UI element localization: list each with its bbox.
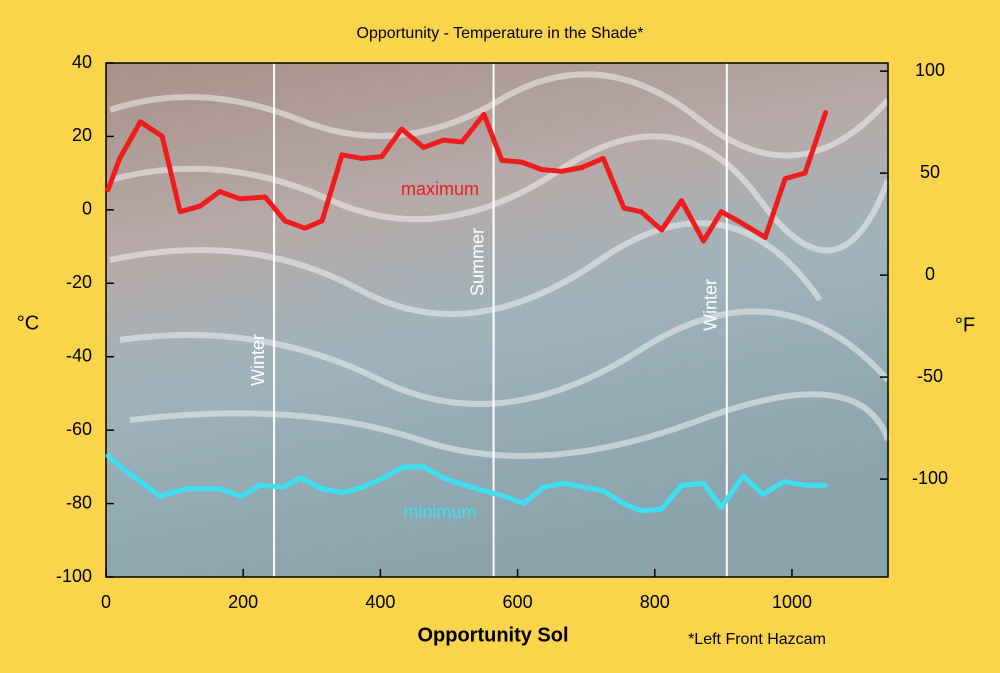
season-label: Winter: [248, 334, 268, 386]
y2-tick-label: 100: [915, 60, 945, 80]
y-tick-label: 20: [72, 125, 92, 145]
plot-frame: [105, 62, 889, 578]
y-tick-label: -80: [66, 492, 92, 512]
background-photo: [106, 63, 888, 577]
x-tick-label: 800: [640, 592, 670, 612]
series-label: maximum: [401, 179, 479, 199]
dune-texture: [109, 71, 891, 459]
series-line: [105, 110, 829, 244]
y-tick-label: -100: [56, 566, 92, 586]
y2-axis-label: °F: [955, 314, 975, 336]
y2-tick-label: 0: [925, 264, 935, 284]
chart-title: Opportunity - Temperature in the Shade*: [357, 25, 644, 42]
season-label: Summer: [467, 228, 487, 296]
y-tick-label: -40: [66, 345, 92, 365]
x-tick-label: 200: [228, 592, 258, 612]
x-tick-label: 0: [101, 592, 111, 612]
y2-tick-label: 50: [920, 162, 940, 182]
y-tick-label: 40: [72, 52, 92, 72]
y-tick-label: 0: [82, 199, 92, 219]
y-tick-label: -60: [66, 419, 92, 439]
x-axis-label: Opportunity Sol: [417, 624, 568, 646]
y2-tick-label: -100: [912, 468, 948, 488]
footnote: *Left Front Hazcam: [688, 631, 826, 648]
x-tick-label: 400: [365, 592, 395, 612]
series-label: minimum: [403, 502, 476, 522]
series-line: [105, 453, 829, 514]
x-tick-label: 1000: [772, 592, 812, 612]
y-axis-label: °C: [17, 312, 39, 334]
y-tick-label: -20: [66, 272, 92, 292]
y2-tick-label: -50: [917, 366, 943, 386]
season-label: Winter: [701, 279, 721, 331]
x-tick-label: 600: [503, 592, 533, 612]
